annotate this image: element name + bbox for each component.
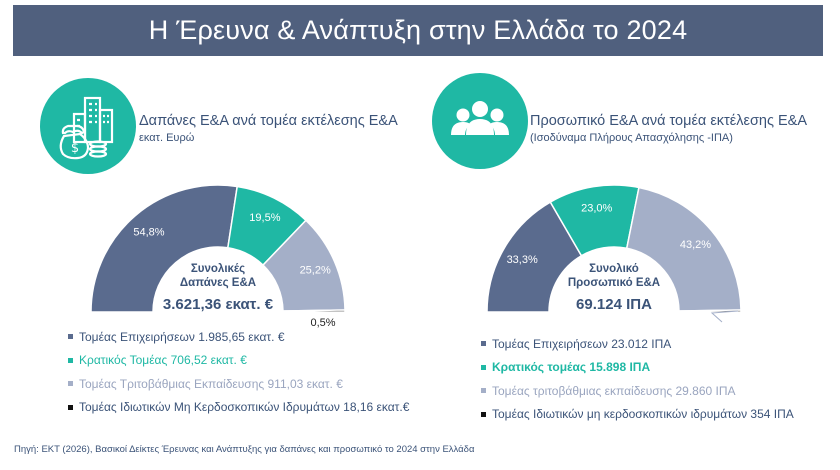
legend-item: Κρατικός τομέας 15.898 ΙΠΑ — [481, 356, 794, 380]
donut-slice — [625, 186, 742, 312]
donut-slice — [282, 309, 346, 313]
legend-item: Κρατικός Τομέας 706,52 εκατ. € — [68, 349, 409, 373]
left-legend: Τομέας Επιχειρήσεων 1.985,65 εκατ. € Κρα… — [68, 325, 409, 419]
legend-item: Τομέας Επιχειρήσεων 1.985,65 εκατ. € — [68, 325, 409, 349]
center-label: Προσωπικό Ε&Α — [568, 277, 660, 289]
legend-swatch — [68, 404, 73, 410]
legend-label: Τομέας Τριτοβάθμιας Εκπαίδευσης 911,03 ε… — [79, 376, 343, 391]
data-label: 43,2% — [680, 239, 711, 251]
money-buildings-icon: $ — [40, 78, 136, 174]
data-label: 19,5% — [249, 212, 280, 224]
left-half-donut-chart: 54,8% 19,5% 25,2% 0,5% Συνολικές Δαπάνες Ε&Α 3… — [90, 184, 346, 329]
legend-item: Τομέας Ιδιωτικών Μη Κερδοσκοπικών Ιδρυμά… — [68, 396, 409, 420]
legend-swatch — [481, 388, 486, 394]
legend-label: Τομέας Επιχειρήσεων 1.985,65 εκατ. € — [79, 329, 285, 344]
center-label: Συνολικό — [589, 263, 639, 275]
total-value: 3.621,36 εκατ. € — [163, 296, 274, 313]
legend-label: Τομέας τριτοβάθμιας εκπαίδευσης 29.860 Ι… — [492, 383, 736, 398]
legend-swatch — [68, 381, 73, 387]
source-note: Πηγή: ΕΚΤ (2026), Βασικοί Δείκτες Έρευνα… — [14, 444, 475, 455]
callout-line — [710, 310, 739, 323]
legend-swatch — [481, 364, 486, 370]
legend-label: Κρατικός τομέας 15.898 ΙΠΑ — [492, 360, 651, 375]
right-legend: Τομέας Επιχειρήσεων 23.012 ΙΠΑ Κρατικός … — [481, 332, 794, 426]
legend-label: Κρατικός Τομέας 706,52 εκατ. € — [79, 353, 247, 368]
legend-item: Τομέας Επιχειρήσεων 23.012 ΙΠΑ — [481, 332, 794, 356]
people-group-icon — [432, 73, 528, 169]
legend-swatch — [68, 334, 73, 340]
legend-swatch — [68, 357, 73, 363]
right-panel-title: Προσωπικό Ε&Α ανά τομέα εκτέλεσης Ε&Α — [530, 113, 808, 129]
legend-label: Τομέας Ιδιωτικών Μη Κερδοσκοπικών Ιδρυμά… — [79, 400, 410, 415]
legend-swatch — [481, 411, 486, 417]
legend-swatch — [481, 341, 486, 347]
data-label: 33,3% — [507, 254, 538, 266]
svg-text:$: $ — [71, 141, 79, 156]
center-label: Συνολικές — [191, 263, 245, 275]
left-panel-subtitle: εκατ. Ευρώ — [139, 132, 195, 144]
right-panel-subtitle: (Ισοδύναμα Πλήρους Απασχόλησης -ΙΠΑ) — [530, 132, 733, 144]
title-banner: Η Έρευνα & Ανάπτυξη στην Ελλάδα το 2024 — [13, 5, 823, 56]
center-label: Δαπάνες Ε&Α — [180, 277, 256, 289]
total-value: 69.124 ΙΠΑ — [576, 296, 652, 313]
right-half-donut-chart: 33,3% 23,0% 43,2% Συνολικό Προσωπικό Ε&Α 69.1… — [486, 184, 742, 323]
legend-item: Τομέας Ιδιωτικών μη κερδοσκοπικών ιδρυμά… — [481, 403, 794, 427]
page-title: Η Έρευνα & Ανάπτυξη στην Ελλάδα το 2024 — [148, 15, 688, 45]
data-label: 23,0% — [581, 202, 612, 214]
left-panel-title: Δαπάνες Ε&Α ανά τομέα εκτέλεσης Ε&Α — [139, 113, 398, 129]
data-label: 25,2% — [300, 265, 331, 277]
donut-slice — [90, 184, 239, 313]
data-label: 54,8% — [133, 227, 164, 239]
data-label: 0,5% — [310, 317, 335, 329]
legend-item: Τομέας τριτοβάθμιας εκπαίδευσης 29.860 Ι… — [481, 379, 794, 403]
legend-label: Τομέας Επιχειρήσεων 23.012 ΙΠΑ — [492, 336, 672, 351]
legend-item: Τομέας Τριτοβάθμιας Εκπαίδευσης 911,03 ε… — [68, 372, 409, 396]
legend-label: Τομέας Ιδιωτικών μη κερδοσκοπικών ιδρυμά… — [492, 407, 794, 422]
